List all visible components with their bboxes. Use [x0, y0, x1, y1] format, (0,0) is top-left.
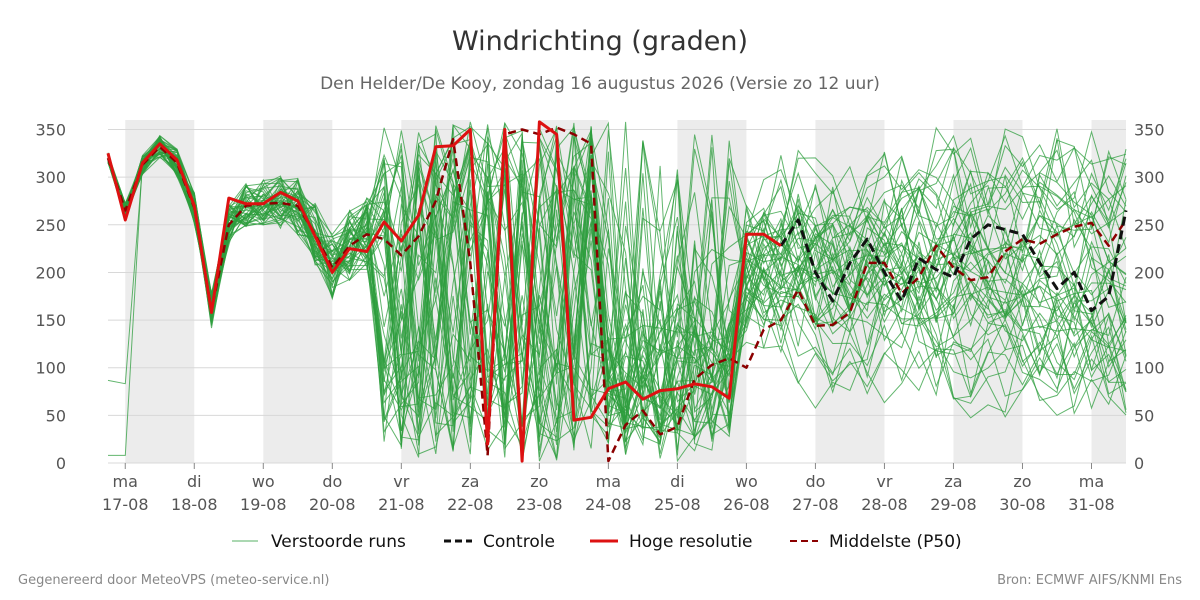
x-tick-date: 17-08	[102, 495, 149, 514]
x-tick-day: di	[670, 472, 685, 491]
day-shade-band	[263, 120, 333, 463]
x-tick-day: do	[322, 472, 342, 491]
y-tick-label-right: 0	[1134, 454, 1144, 473]
y-tick-label-right: 300	[1134, 168, 1165, 187]
ensemble-member-line	[107, 121, 1127, 451]
ensemble-member-line	[107, 130, 1127, 445]
x-tick-day: vr	[876, 472, 892, 491]
x-tick-day: zo	[530, 472, 548, 491]
x-tick-day: vr	[393, 472, 409, 491]
axes: 0 0 50 50 100 100 150 150 200 200 250 250 300 300 350 3…	[35, 121, 1164, 514]
x-tick-date: 28-08	[861, 495, 908, 514]
x-tick-day: ma	[596, 472, 621, 491]
y-tick-label-left: 300	[35, 168, 66, 187]
x-tick-day: ma	[113, 472, 138, 491]
x-tick-date: 26-08	[723, 495, 770, 514]
x-tick-date: 29-08	[930, 495, 977, 514]
footer-generated-by: Gegenereerd door MeteoVPS (meteo-service…	[18, 573, 329, 588]
x-tick-date: 21-08	[378, 495, 425, 514]
ensemble-member-line	[107, 140, 1127, 422]
x-tick-date: 20-08	[309, 495, 356, 514]
y-tick-label-left: 100	[35, 359, 66, 378]
x-tick-date: 27-08	[792, 495, 839, 514]
footer-source: Bron: ECMWF AIFS/KNMI Ens	[997, 573, 1182, 588]
ensemble-member-line	[107, 127, 1127, 454]
y-tick-label-right: 100	[1134, 359, 1165, 378]
legend-label-median: Middelste (P50)	[829, 532, 962, 552]
ensemble-member-line	[107, 145, 1127, 438]
x-tick-day: wo	[252, 472, 275, 491]
y-tick-label-left: 150	[35, 311, 66, 330]
x-tick-date: 19-08	[240, 495, 287, 514]
x-tick-day: wo	[735, 472, 758, 491]
y-tick-label-left: 250	[35, 216, 66, 235]
ensemble-member-line	[107, 122, 1127, 432]
x-tick-date: 31-08	[1068, 495, 1115, 514]
main-series	[106, 120, 1128, 463]
y-tick-label-left: 200	[35, 263, 66, 282]
x-tick-date: 30-08	[999, 495, 1046, 514]
x-tick-date: 25-08	[654, 495, 701, 514]
y-tick-label-right: 50	[1134, 406, 1154, 425]
ensemble-member-line	[107, 129, 1127, 436]
x-tick-day: ma	[1079, 472, 1104, 491]
x-tick-day: zo	[1013, 472, 1031, 491]
ensemble-member-line	[107, 148, 1127, 443]
chart-subtitle: Den Helder/De Kooy, zondag 16 augustus 2…	[320, 74, 880, 94]
x-tick-date: 23-08	[516, 495, 563, 514]
legend: Verstoorde runs Controle Hoge resolutie …	[232, 532, 962, 552]
y-tick-label-right: 200	[1134, 263, 1165, 282]
x-tick-day: do	[805, 472, 825, 491]
median-series-line	[106, 126, 1128, 463]
ensemble-members	[107, 121, 1127, 463]
x-tick-day: za	[461, 472, 479, 491]
x-tick-day: di	[187, 472, 202, 491]
y-tick-label-left: 0	[56, 454, 66, 473]
control-series-line	[779, 210, 1128, 313]
legend-label-hres: Hoge resolutie	[629, 532, 753, 552]
ensemble-member-line	[107, 135, 1127, 418]
ensemble-member-line	[107, 132, 1127, 451]
ensemble-member-line	[107, 153, 1127, 462]
hres-series-line	[106, 120, 782, 463]
ensemble-member-line	[107, 129, 1127, 452]
y-tick-label-left: 350	[35, 121, 66, 140]
y-tick-label-right: 350	[1134, 121, 1165, 140]
x-tick-date: 24-08	[585, 495, 632, 514]
legend-label-ensemble: Verstoorde runs	[271, 532, 406, 552]
ensemble-member-line	[107, 126, 1127, 441]
x-tick-date: 18-08	[171, 495, 218, 514]
y-tick-label-right: 150	[1134, 311, 1165, 330]
legend-label-control: Controle	[483, 532, 555, 552]
y-tick-label-right: 250	[1134, 216, 1165, 235]
chart-title: Windrichting (graden)	[452, 26, 748, 57]
x-tick-day: za	[944, 472, 962, 491]
x-tick-date: 22-08	[447, 495, 494, 514]
y-tick-label-left: 50	[46, 406, 66, 425]
